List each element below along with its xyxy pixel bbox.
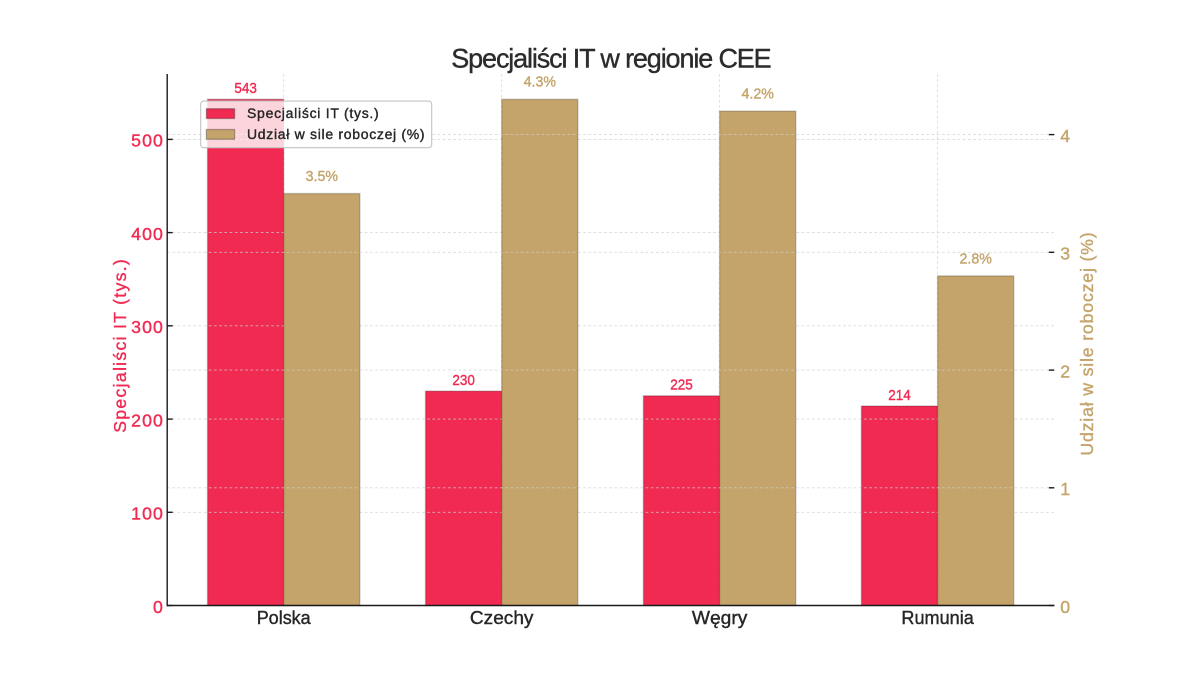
svg-text:2.8%: 2.8%	[960, 250, 992, 267]
svg-text:2: 2	[1060, 361, 1070, 381]
svg-text:4: 4	[1060, 126, 1070, 146]
svg-text:230: 230	[452, 373, 475, 389]
svg-text:Rumunia: Rumunia	[901, 608, 974, 628]
svg-text:0: 0	[1060, 597, 1070, 617]
svg-text:1: 1	[1060, 479, 1070, 499]
svg-text:400: 400	[131, 224, 163, 244]
svg-text:3: 3	[1060, 244, 1070, 264]
svg-text:543: 543	[234, 81, 257, 97]
svg-text:4.2%: 4.2%	[742, 86, 774, 103]
svg-text:Specjaliści IT (tys.): Specjaliści IT (tys.)	[247, 105, 379, 121]
svg-text:200: 200	[131, 410, 163, 430]
svg-text:0: 0	[153, 597, 163, 617]
svg-text:225: 225	[670, 378, 693, 394]
svg-text:3.5%: 3.5%	[306, 168, 338, 185]
svg-text:Węgry: Węgry	[692, 608, 748, 628]
svg-text:Specjaliści IT (tys.): Specjaliści IT (tys.)	[110, 259, 130, 433]
svg-text:Udział w sile roboczej (%): Udział w sile roboczej (%)	[247, 126, 425, 142]
svg-text:Udział w sile roboczej (%): Udział w sile roboczej (%)	[1077, 232, 1097, 455]
svg-text:100: 100	[131, 504, 163, 524]
svg-text:Polska: Polska	[257, 608, 312, 628]
svg-text:300: 300	[131, 317, 163, 337]
svg-text:Czechy: Czechy	[470, 608, 534, 628]
svg-text:500: 500	[131, 131, 163, 151]
svg-text:Specjaliści IT w regionie CEE: Specjaliści IT w regionie CEE	[451, 44, 771, 74]
svg-text:214: 214	[888, 388, 911, 404]
svg-text:4.3%: 4.3%	[524, 74, 556, 91]
